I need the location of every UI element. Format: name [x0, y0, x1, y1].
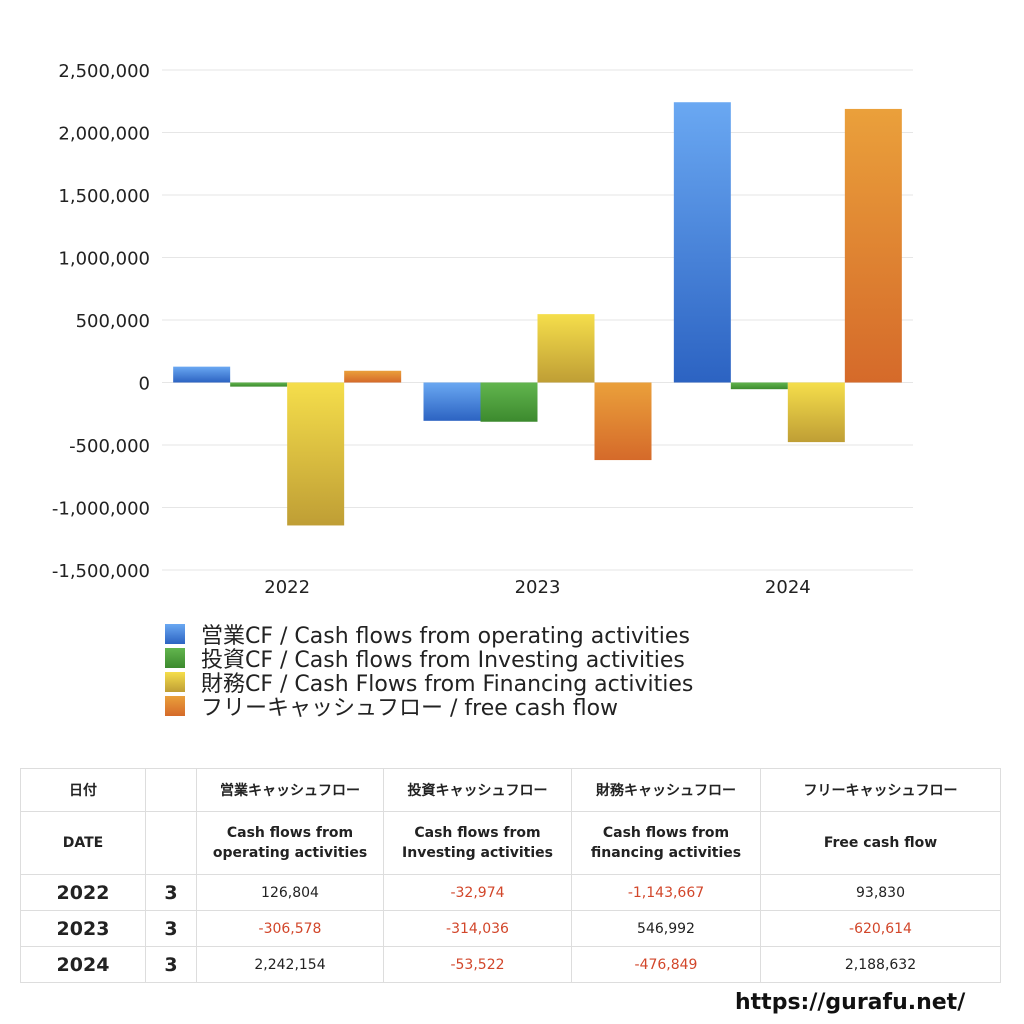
header-operating-jp: 営業キャッシュフロー — [196, 768, 384, 812]
header-free-cf-en: Free cash flow — [760, 811, 1001, 875]
bar-investing-2024 — [730, 382, 788, 390]
bar-financing-2023 — [537, 314, 595, 383]
bar-investing-2023 — [480, 382, 538, 422]
row-month: 3 — [145, 946, 197, 983]
y-tick-label: 2,500,000 — [58, 61, 150, 82]
bars — [173, 102, 902, 526]
cell-operating: 126,804 — [196, 874, 384, 911]
y-tick-label: 0 — [139, 374, 150, 395]
legend-label: 営業CF / Cash flows from operating activit… — [201, 624, 690, 649]
site-url: https://gurafu.net/ — [735, 990, 966, 1015]
x-tick-label: 2024 — [765, 577, 811, 598]
cell-free-cf: 2,188,632 — [760, 946, 1001, 983]
chart-legend: 営業CF / Cash flows from operating activit… — [165, 622, 693, 721]
bar-operating-2024 — [673, 102, 731, 383]
legend-item-free-cash-flow: フリーキャッシュフロー / free cash flow — [165, 694, 693, 721]
header-investing-jp: 投資キャッシュフロー — [383, 768, 572, 812]
row-year: 2022 — [20, 874, 146, 911]
y-axis-ticks: 2,500,000 2,000,000 1,500,000 1,000,000 500,… — [52, 61, 150, 582]
cash-flow-table: 日付 営業キャッシュフロー 投資キャッシュフロー 財務キャッシュフロー フリーキ… — [20, 768, 1001, 983]
table-header-en: DATE Cash flows from operating activitie… — [20, 811, 1001, 875]
legend-swatch — [165, 648, 185, 668]
header-date-jp: 日付 — [20, 768, 146, 812]
row-month: 3 — [145, 874, 197, 911]
legend-label: フリーキャッシュフロー / free cash flow — [201, 696, 619, 721]
cell-investing: -32,974 — [383, 874, 572, 911]
cell-operating: -306,578 — [196, 910, 384, 947]
row-year: 2023 — [20, 910, 146, 947]
legend-swatch — [165, 696, 185, 716]
bar-operating-2023 — [423, 382, 481, 421]
x-tick-label: 2023 — [515, 577, 561, 598]
header-financing-en: Cash flows from financing activities — [571, 811, 761, 875]
table-row: 2022 3 126,804 -32,974 -1,143,667 93,830 — [20, 874, 1001, 911]
bar-investing-2022 — [230, 382, 288, 387]
header-investing-en: Cash flows from Investing activities — [383, 811, 572, 875]
y-tick-label: 500,000 — [76, 311, 150, 332]
bar-financing-2022 — [287, 382, 345, 526]
cell-free-cf: -620,614 — [760, 910, 1001, 947]
legend-label: 投資CF / Cash flows from Investing activit… — [201, 648, 685, 673]
cell-free-cf: 93,830 — [760, 874, 1001, 911]
cell-financing: 546,992 — [571, 910, 761, 947]
x-axis-ticks: 2022 2023 2024 — [264, 577, 810, 598]
header-month-en — [145, 811, 197, 875]
bar-financing-2024 — [787, 382, 845, 443]
legend-swatch — [165, 672, 185, 692]
cell-financing: -476,849 — [571, 946, 761, 983]
legend-swatch — [165, 624, 185, 644]
x-tick-label: 2022 — [264, 577, 310, 598]
y-tick-label: 2,000,000 — [58, 124, 150, 145]
cell-investing: -314,036 — [383, 910, 572, 947]
legend-item-investing: 投資CF / Cash flows from Investing activit… — [165, 646, 693, 673]
cell-investing: -53,522 — [383, 946, 572, 983]
cell-financing: -1,143,667 — [571, 874, 761, 911]
legend-item-financing: 財務CF / Cash Flows from Financing activit… — [165, 670, 693, 697]
header-free-cf-jp: フリーキャッシュフロー — [760, 768, 1001, 812]
y-tick-label: 1,000,000 — [58, 249, 150, 270]
header-date-en: DATE — [20, 811, 146, 875]
header-month-jp — [145, 768, 197, 812]
table-header-jp: 日付 営業キャッシュフロー 投資キャッシュフロー 財務キャッシュフロー フリーキ… — [20, 768, 1001, 812]
y-tick-label: -500,000 — [69, 436, 150, 457]
row-year: 2024 — [20, 946, 146, 983]
row-month: 3 — [145, 910, 197, 947]
legend-item-operating: 営業CF / Cash flows from operating activit… — [165, 622, 693, 649]
y-tick-label: 1,500,000 — [58, 186, 150, 207]
table-row: 2024 3 2,242,154 -53,522 -476,849 2,188,… — [20, 946, 1001, 983]
legend-label: 財務CF / Cash Flows from Financing activit… — [201, 672, 694, 697]
header-financing-jp: 財務キャッシュフロー — [571, 768, 761, 812]
bar-free-cash-flow-2024 — [844, 108, 902, 383]
y-tick-label: -1,000,000 — [52, 499, 150, 520]
header-operating-en: Cash flows from operating activities — [196, 811, 384, 875]
y-tick-label: -1,500,000 — [52, 561, 150, 582]
bar-free-cash-flow-2023 — [594, 382, 652, 461]
bar-free-cash-flow-2022 — [344, 370, 402, 383]
table-row: 2023 3 -306,578 -314,036 546,992 -620,61… — [20, 910, 1001, 947]
cash-flow-bar-chart: 2,500,000 2,000,000 1,500,000 1,000,000 500,… — [52, 61, 913, 598]
cell-operating: 2,242,154 — [196, 946, 384, 983]
bar-operating-2022 — [173, 366, 231, 383]
